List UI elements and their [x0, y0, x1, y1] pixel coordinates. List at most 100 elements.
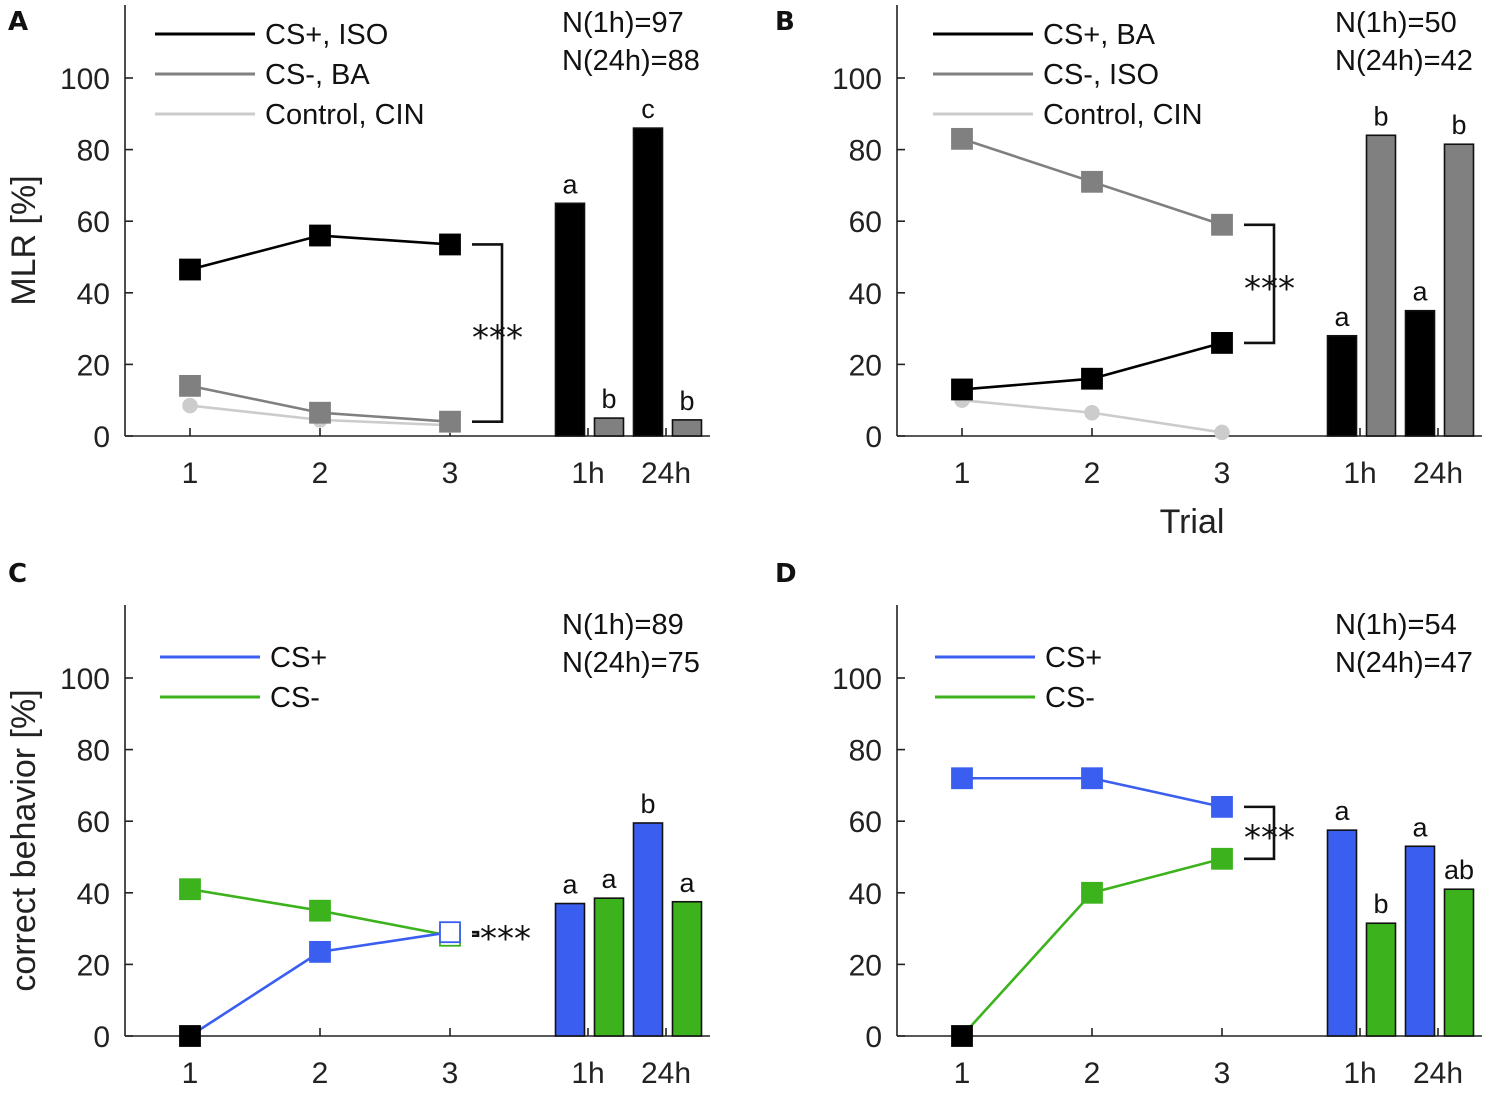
x-tick-label: 2: [312, 457, 329, 490]
x-tick-label: 2: [1084, 1057, 1101, 1090]
bar-group-letter: b: [601, 384, 616, 414]
bar: [593, 897, 625, 1037]
data-point: [1211, 213, 1233, 236]
y-tick-label: 80: [849, 735, 882, 768]
data-point: [1081, 367, 1103, 390]
bar-group-letter: a: [1412, 277, 1428, 307]
data-point: [179, 1025, 201, 1047]
bar: [632, 127, 664, 437]
bar-group-letter: b: [1373, 889, 1388, 919]
data-point: [1081, 767, 1103, 790]
y-tick-label: 60: [849, 206, 882, 239]
y-tick-label: 20: [77, 349, 110, 382]
x-tick-label: 3: [1214, 457, 1231, 490]
data-point: [179, 374, 201, 397]
panel-d: D 0 20 40 60 80 100 1 2 3 1h 24h CS+ CS- N(1h)=54 N(24h…: [775, 559, 1482, 1090]
bar-group-letter: a: [601, 864, 617, 894]
y-tick-label: 20: [849, 349, 882, 382]
y-tick-label: 60: [849, 806, 882, 839]
sample-size: N(1h)=54: [1335, 609, 1457, 641]
legend-entry: CS-: [1045, 682, 1095, 714]
bar-group-letter: a: [1334, 302, 1350, 332]
y-tick-label: 60: [77, 806, 110, 839]
data-point: [951, 767, 973, 790]
sample-size: N(1h)=50: [1335, 7, 1457, 39]
y-tick-label: 80: [77, 135, 110, 168]
y-tick-label: 80: [77, 735, 110, 768]
bar-group-letter: b: [1451, 110, 1466, 140]
data-point: [439, 233, 461, 256]
bar: [1443, 888, 1475, 1037]
data-point: [1211, 847, 1233, 870]
x-tick-label: 1h: [1343, 457, 1376, 490]
y-tick-label: 20: [77, 949, 110, 982]
y-tick-label: 40: [77, 878, 110, 911]
data-point: [1081, 881, 1103, 904]
significance-bracket: [472, 930, 480, 938]
x-tick-label: 24h: [641, 457, 691, 490]
significance-stars: ***: [472, 318, 523, 358]
data-point: [1081, 170, 1103, 193]
bar: [593, 417, 625, 437]
panel-label: A: [8, 7, 28, 37]
y-tick-label: 0: [93, 1021, 110, 1054]
significance-bracket: [1244, 805, 1276, 861]
legend-entry: CS-, BA: [265, 59, 370, 91]
panel-a: A 0 20 40 60 80 100 1 2 3 1h 24h MLR [%] CS+, ISO CS-,…: [5, 5, 710, 490]
sample-size: N(24h)=42: [1335, 45, 1473, 77]
y-axis-label: MLR [%]: [5, 175, 43, 305]
y-tick-label: 100: [832, 663, 882, 696]
bar: [1365, 922, 1397, 1037]
data-point: [951, 127, 973, 150]
x-axis-label: Trial: [1160, 503, 1225, 541]
x-tick-label: 3: [1214, 1057, 1231, 1090]
bar-group-letter: c: [641, 94, 655, 124]
legend-entry: CS+: [270, 642, 327, 674]
y-tick-label: 0: [93, 421, 110, 454]
bar-group-letter: b: [679, 386, 694, 416]
sample-size: N(24h)=47: [1335, 647, 1473, 679]
y-tick-label: 60: [77, 206, 110, 239]
data-point: [179, 258, 201, 281]
bar: [554, 202, 586, 437]
bar-group-letter: a: [1334, 796, 1350, 826]
bar: [1404, 845, 1436, 1037]
y-tick-label: 40: [849, 278, 882, 311]
y-tick-label: 100: [60, 63, 110, 96]
bar: [1443, 143, 1475, 437]
bar-group-letter: a: [679, 868, 695, 898]
bar: [554, 902, 586, 1037]
bar: [1326, 334, 1358, 437]
panel-label: C: [8, 559, 27, 589]
x-tick-label: 1h: [571, 457, 604, 490]
data-point: [309, 899, 331, 922]
legend-entry: CS+, BA: [1043, 19, 1156, 51]
bar-group-letter: a: [562, 870, 578, 900]
significance-stars: ***: [1244, 818, 1295, 858]
panel-label: D: [775, 559, 797, 589]
data-point: [179, 878, 201, 901]
data-point: [951, 1025, 973, 1047]
panel-c: C 0 20 40 60 80 100 1 2 3 1h 24h correct behavior [%…: [5, 559, 710, 1090]
y-axis-label: correct behavior [%]: [5, 689, 43, 991]
data-point: [182, 397, 198, 414]
sample-size: N(1h)=97: [562, 7, 684, 39]
bar-group-letter: a: [562, 169, 578, 199]
x-tick-label: 1: [182, 457, 199, 490]
y-tick-label: 0: [865, 421, 882, 454]
sample-size: N(24h)=75: [562, 647, 700, 679]
data-point: [309, 940, 331, 963]
significance-stars: ***: [480, 919, 531, 959]
y-tick-label: 40: [849, 878, 882, 911]
x-tick-label: 1: [954, 1057, 971, 1090]
x-tick-label: 3: [442, 457, 459, 490]
x-tick-label: 24h: [1413, 1057, 1463, 1090]
x-tick-label: 24h: [641, 1057, 691, 1090]
significance-bracket: [472, 243, 504, 423]
bar-group-letter: ab: [1444, 855, 1474, 885]
data-point: [309, 401, 331, 424]
x-tick-label: 1: [182, 1057, 199, 1090]
significance-stars: ***: [1244, 269, 1295, 309]
bar: [1404, 309, 1436, 437]
